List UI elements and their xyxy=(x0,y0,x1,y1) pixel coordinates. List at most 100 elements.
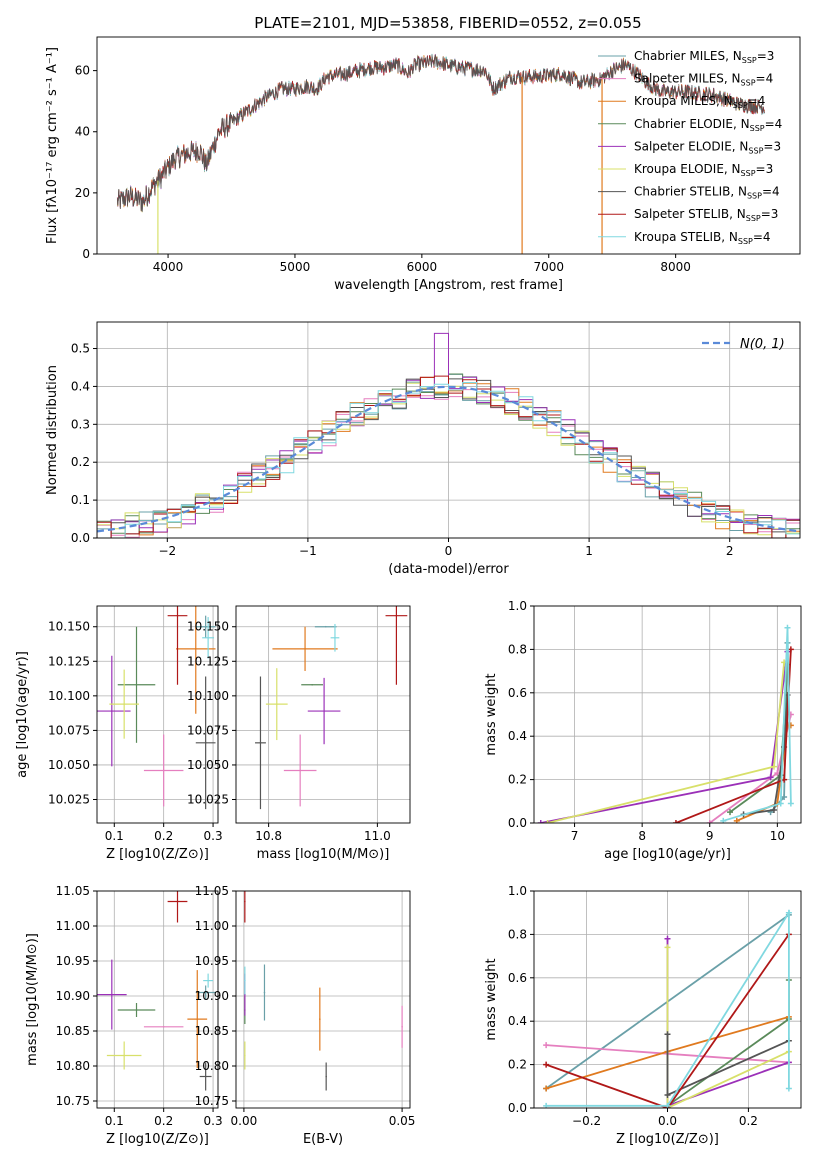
y-axis-label: mass weight xyxy=(484,958,499,1040)
y-tick-label: 0.0 xyxy=(71,531,90,545)
y-tick-label: 10.075 xyxy=(187,723,229,737)
y-tick-label: 10.075 xyxy=(48,723,90,737)
y-axis-label: mass [log10(M/M⊙)] xyxy=(25,933,40,1066)
y-tick-label: 60 xyxy=(75,64,90,78)
point-chabrier_elodie xyxy=(311,683,313,686)
weight-marker-salpeter_stelib xyxy=(543,1061,550,1068)
point-salpeter_miles xyxy=(401,1026,403,1028)
weight-marker-kroupa_elodie xyxy=(770,763,777,770)
axes-frame xyxy=(235,890,411,1109)
y-tick-label: 10.100 xyxy=(187,689,229,703)
x-tick-label: 0.2 xyxy=(154,1114,173,1128)
point-chabrier_miles xyxy=(204,625,207,628)
point-salpeter_stelib xyxy=(244,900,246,903)
weight-line-kroupa_stelib xyxy=(546,909,790,1107)
axes-frame xyxy=(533,890,802,1109)
y-tick-label: 11.05 xyxy=(195,884,229,898)
y-tick-label: 10.80 xyxy=(195,1059,229,1073)
weight-line-kroupa_elodie xyxy=(666,947,790,1108)
x-axis-label: mass [log10(M/M⊙)] xyxy=(257,847,390,862)
spectrum-line-chabrier_stelib xyxy=(116,53,765,212)
x-tick-label: 0.2 xyxy=(154,829,173,843)
y-tick-label: 10.85 xyxy=(56,1024,90,1038)
x-tick-label: 7000 xyxy=(533,260,564,274)
panel-spectrum: 4000 5000 6000 7000 8000 0 20 40 60 wavelength [A… xyxy=(45,36,801,293)
x-tick-label: 0.05 xyxy=(389,1114,416,1128)
figure-title: PLATE=2101, MJD=53858, FIBERID=0552, z=0… xyxy=(254,14,641,32)
point-chabrier_miles xyxy=(204,991,207,994)
x-axis-label: wavelength [Angstrom, rest frame] xyxy=(334,278,563,293)
x-axis-label: (data-model)/error xyxy=(388,562,509,577)
point-chabrier_stelib xyxy=(325,1075,327,1078)
y-tick-label: 10.050 xyxy=(187,758,229,772)
y-tick-label: 0.4 xyxy=(508,729,527,743)
y-axis-label: Flux [fλ10⁻¹⁷ erg cm⁻² s⁻¹ A⁻¹] xyxy=(45,47,60,244)
plot-area xyxy=(97,606,216,810)
panel-age_vs_Z: 0.1 0.2 0.3 10.025 10.050 10.075 10.100 10.125 1… xyxy=(15,605,223,862)
point-kroupa_stelib xyxy=(334,636,336,639)
x-axis-label: Z [log10(Z/Z⊙)] xyxy=(616,1132,719,1147)
y-tick-label: 0.5 xyxy=(71,342,90,356)
x-tick-label: 0.1 xyxy=(105,829,124,843)
legend-entry: Chabrier STELIB, NSSP=4 xyxy=(634,185,780,201)
x-axis-label: age [log10(age/yr)] xyxy=(604,847,731,862)
point-chabrier_miles xyxy=(324,625,327,628)
y-tick-label: 10.125 xyxy=(187,654,229,668)
plot-area xyxy=(244,891,403,1091)
point-kroupa_miles xyxy=(196,1018,199,1020)
x-tick-label: −0.2 xyxy=(572,1114,601,1128)
axes-frame xyxy=(96,605,219,824)
plot-area xyxy=(537,624,794,823)
weight-marker-salpeter_stelib xyxy=(787,646,794,653)
point-kroupa_miles xyxy=(194,648,197,650)
axes-frame xyxy=(96,890,219,1109)
y-tick-label: 0.6 xyxy=(508,686,527,700)
x-tick-label: 0.2 xyxy=(739,1114,758,1128)
panel-mass_vs_ebv: 0.00 0.05 10.75 10.80 10.85 10.90 10.95 11.00 11… xyxy=(195,884,416,1147)
y-tick-label: 10.95 xyxy=(56,954,90,968)
y-tick-label: 0.1 xyxy=(71,493,90,507)
point-chabrier_stelib xyxy=(204,1075,207,1078)
x-tick-label: 4000 xyxy=(153,260,184,274)
point-salpeter_stelib xyxy=(395,614,398,617)
y-tick-label: 10.100 xyxy=(48,689,90,703)
y-tick-label: 0.6 xyxy=(508,971,527,985)
x-tick-label: 2 xyxy=(726,544,734,558)
y-tick-label: 10.150 xyxy=(48,620,90,634)
x-tick-label: −1 xyxy=(299,544,317,558)
plot-area xyxy=(116,53,765,254)
y-tick-label: 10.150 xyxy=(187,620,229,634)
y-tick-label: 11.00 xyxy=(195,919,229,933)
y-tick-label: 10.025 xyxy=(187,793,229,807)
x-tick-label: 9 xyxy=(706,829,714,843)
x-axis-label: E(B-V) xyxy=(303,1132,343,1147)
point-kroupa_stelib xyxy=(207,979,209,982)
y-tick-label: 10.75 xyxy=(56,1094,90,1108)
weight-line-chabrier_stelib xyxy=(743,694,789,816)
y-tick-label: 10.75 xyxy=(195,1094,229,1108)
weight-line-salpeter_miles xyxy=(709,714,792,823)
point-kroupa_elodie xyxy=(123,703,125,705)
x-tick-label: 10.8 xyxy=(255,829,282,843)
y-tick-label: 0.0 xyxy=(508,1101,527,1115)
point-chabrier_miles xyxy=(263,991,266,994)
x-axis-label: Z [log10(Z/Z⊙)] xyxy=(106,1132,209,1147)
histogram-kroupa_stelib xyxy=(97,382,800,538)
point-salpeter_stelib xyxy=(176,614,179,617)
y-tick-label: 0.8 xyxy=(508,927,527,941)
weight-marker-kroupa_stelib xyxy=(784,624,791,631)
x-tick-label: 1 xyxy=(585,544,593,558)
axes-frame xyxy=(96,321,801,539)
y-tick-label: 1.0 xyxy=(508,599,527,613)
y-axis-label: age [log10(age/yr)] xyxy=(15,651,30,778)
weight-marker-kroupa_stelib xyxy=(777,800,784,807)
weight-marker-salpeter_miles xyxy=(543,1042,550,1049)
x-tick-label: 0.1 xyxy=(105,1114,124,1128)
y-tick-label: 20 xyxy=(75,186,90,200)
x-tick-label: 5000 xyxy=(280,260,311,274)
weight-marker-kroupa_stelib xyxy=(785,1085,792,1092)
weight-marker-chabrier_elodie xyxy=(727,809,734,816)
x-tick-label: 10 xyxy=(770,829,785,843)
point-kroupa_stelib xyxy=(244,979,246,982)
